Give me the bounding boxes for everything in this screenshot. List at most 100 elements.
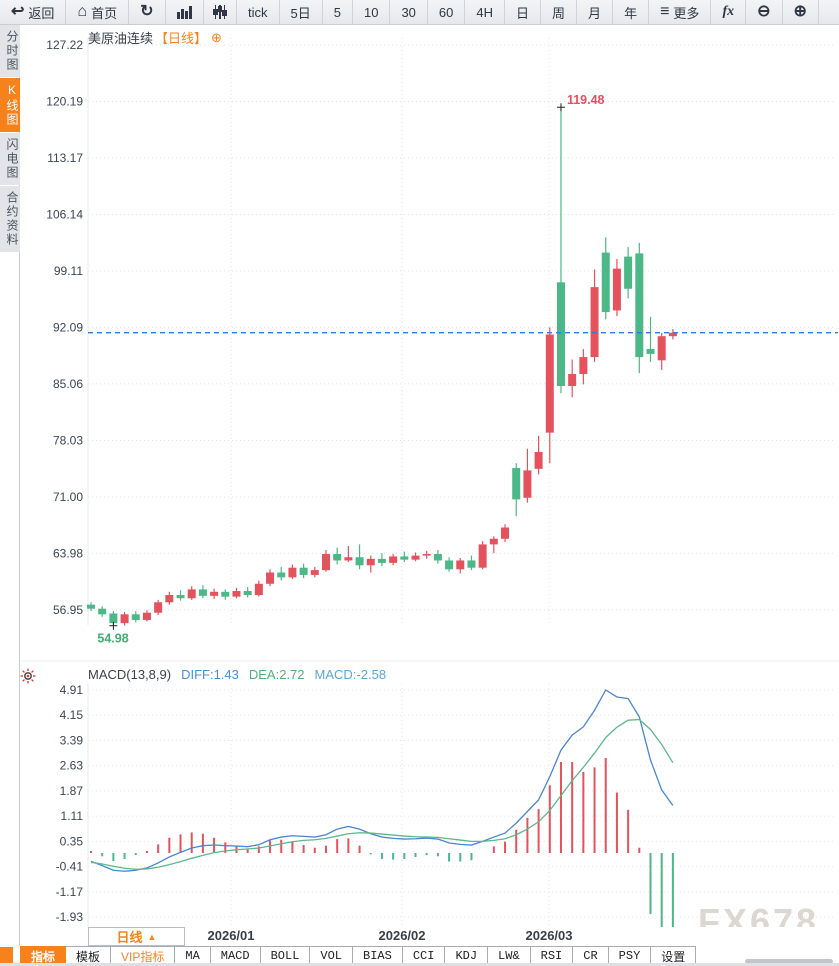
refresh-button[interactable]: ↻ [129,0,166,24]
zoom-in-button[interactable]: ⊕ [783,0,819,24]
sidebar-tab-分时图[interactable]: 分时图 [0,25,20,77]
period-30min-button[interactable]: 30 [390,0,428,24]
period-year-button[interactable]: 年 [613,0,650,24]
annotations: 119.48 54.98 [97,93,604,646]
sidebar-tab-闪电图[interactable]: 闪电图 [0,133,20,185]
candle-body [355,557,364,566]
candle-body [422,554,431,556]
indicator-tab-BIAS[interactable]: BIAS [353,946,403,963]
indicator-tab-BOLL[interactable]: BOLL [260,946,311,963]
macd-dea-line [90,718,674,870]
toolbar-item-label: 5 [333,4,341,20]
toolbar-item-label: 4H [476,4,494,20]
horizontal-scrollbar-thumb[interactable] [745,959,833,963]
indicator-tab-指标[interactable]: 指标 [20,946,67,963]
candle-body [165,595,174,603]
y-axis-label: 106.14 [46,207,83,221]
period-month-button[interactable]: 月 [577,0,614,24]
candle-body [590,287,599,358]
indicator-tab-MACD[interactable]: MACD [210,946,261,963]
period-5day-button[interactable]: 5日 [280,0,323,24]
top-toolbar: ↩ 返回 ⌂ 首页 ↻ tick 5日 5 10 30 60 4H 日周月年 ≡ 更多 fx ⊖ ⊕ [0,0,839,25]
period-dropdown-button[interactable]: 日线 ▲ [88,927,185,946]
candle-body [131,614,140,620]
indicator-tab-LW&[interactable]: LW& [488,946,531,963]
indicator-tab-PSY[interactable]: PSY [608,946,652,963]
bar-chart-type-button[interactable] [166,0,204,24]
candle-body [266,572,275,584]
candle-body [568,373,577,387]
chevron-up-icon: ▲ [147,931,157,942]
home-button[interactable]: ⌂ 首页 [66,0,130,24]
candle-body [366,558,375,566]
candle-body [635,253,644,358]
indicator-tab-VOL[interactable]: VOL [310,946,354,963]
candlestick-series[interactable] [87,107,838,626]
macd-dea-value: DEA:2.72 [248,667,305,682]
candle-body [646,349,655,354]
toolbar-item-label: 5日 [290,5,311,21]
candle-chart-type-button[interactable] [204,0,238,24]
gridlines [21,38,839,927]
candle-body [221,591,230,597]
y-axis-label: 99.11 [54,264,83,278]
indicator-tab-KDJ[interactable]: KDJ [445,946,489,963]
candle-body [198,589,207,596]
toolbar-item-label: 首页 [91,5,118,21]
more-menu-button[interactable]: ≡ 更多 [649,0,712,24]
macd-header: MACD(13,8,9) DIFF:1.43 DEA:2.72 MACD:-2.… [88,667,386,682]
candle-body [556,282,565,387]
period-day-button[interactable]: 日 [505,0,542,24]
sidebar-tab-合约资料[interactable]: 合约资料 [0,186,20,252]
x-axis-row: 日线 ▲ 2026/01 2026/02 2026/03 [0,927,839,946]
candle-body [612,268,621,311]
candle-body [512,468,521,500]
period-week-button[interactable]: 周 [541,0,578,24]
candle-body [210,591,219,596]
candle-body [120,614,129,624]
candle-body [478,544,487,568]
fx-icon: fx [722,4,735,19]
macd-y-axis-label: 1.87 [60,784,84,798]
sidebar-tab-K线图[interactable]: K线图 [0,78,20,132]
period-60min-button[interactable]: 60 [428,0,466,24]
candle-body [333,554,342,561]
candle-body [87,604,95,609]
candle-body [433,554,442,561]
refresh-icon: ↻ [140,3,154,20]
indicator-tab-CR[interactable]: CR [573,946,609,963]
candle-body [344,557,353,561]
candle-body [534,451,543,469]
zoom-out-button[interactable]: ⊖ [746,0,783,24]
symbol-name: 美原油连续 [88,31,154,46]
toolbar-item-label: tick [248,4,268,20]
chart-type-sidebar: 分时图 K线图 闪电图 合约资料 [0,25,20,946]
back-button[interactable]: ↩ 返回 [0,0,67,24]
indicator-tab-VIP指标[interactable]: VIP指标 [111,946,176,963]
period-10min-button[interactable]: 10 [353,0,391,24]
high-annotation: 119.48 [567,93,605,107]
period-4h-button[interactable]: 4H [465,0,506,24]
indicator-tab-MA[interactable]: MA [175,946,211,963]
macd-diff-line [90,689,674,872]
macd-y-axis-label: -1.17 [56,885,84,899]
candle-body [277,572,286,578]
indicator-tab-RSI[interactable]: RSI [530,946,574,963]
candle-body [187,589,196,599]
toolbar-item-label: 月 [588,5,602,21]
macd-series[interactable] [90,689,674,927]
indicator-settings-icon[interactable] [20,668,36,684]
candle-body [545,334,554,433]
macd-y-axis-label: -0.41 [56,860,84,874]
period-tick-button[interactable]: tick [237,0,280,24]
indicator-tab-CCI[interactable]: CCI [402,946,446,963]
fx-indicator-button[interactable]: fx [711,0,747,24]
candle-body [377,558,386,563]
period-5min-button[interactable]: 5 [323,0,353,24]
indicator-tab-模板[interactable]: 模板 [66,946,112,963]
candle-body [288,567,297,578]
indicator-tab-设置[interactable]: 设置 [651,946,697,963]
add-overlay-icon[interactable]: ⊕ [211,29,222,45]
